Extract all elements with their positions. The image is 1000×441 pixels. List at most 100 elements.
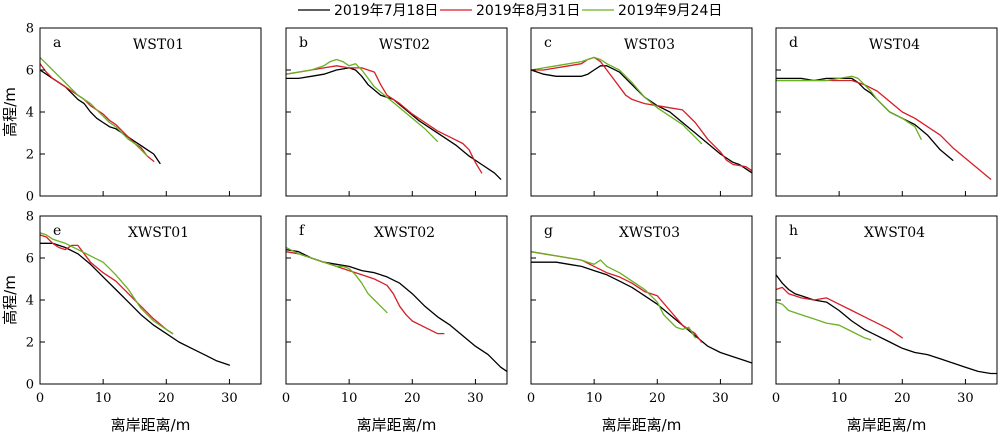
x-tick-label: 10	[341, 391, 358, 406]
x-tick-label: 0	[527, 391, 535, 406]
series-group	[286, 58, 502, 180]
series-line-3	[776, 75, 922, 140]
plot-frame	[775, 27, 998, 197]
y-axis-title: 高程/m	[1, 275, 19, 325]
panel-title: XWST01	[128, 225, 189, 241]
series-line-3	[531, 56, 703, 145]
y-axis-title: 高程/m	[1, 87, 19, 137]
y-tick-label: 6	[26, 64, 34, 79]
series-line-1	[776, 274, 997, 375]
y-tick-label: 8	[26, 210, 34, 225]
x-tick-label: 20	[894, 391, 911, 406]
panel-b: b WST02	[285, 27, 508, 197]
panel-letter: d	[789, 35, 798, 51]
axis-titles: 高程/m 高程/m 离岸距离/m 离岸距离/m 离岸距离/m 离岸距离/m	[1, 87, 926, 434]
series-line-1	[286, 67, 502, 180]
series-line-3	[40, 232, 174, 335]
panel-h: 0 10 20 30 h XWST04	[772, 215, 998, 406]
series-line-1	[531, 65, 752, 174]
series-line-3	[776, 301, 872, 341]
panel-letter: f	[299, 223, 306, 239]
series-group	[40, 56, 161, 165]
series-line-3	[40, 56, 148, 157]
panel-letter: g	[544, 223, 553, 239]
series-line-2	[40, 234, 174, 335]
plot-frame	[530, 215, 753, 385]
x-tick-label: 10	[831, 391, 848, 406]
x-axis-title: 离岸距离/m	[602, 416, 682, 434]
panel-title: WST03	[624, 37, 675, 53]
x-axis-title: 离岸距离/m	[111, 416, 191, 434]
plot-frame	[530, 27, 753, 197]
y-tick-label: 6	[26, 252, 34, 267]
panel-letter: c	[544, 35, 552, 51]
panel-g: 0 10 20 30 g XWST03	[527, 215, 753, 406]
series-line-1	[776, 77, 954, 161]
y-tick-label: 0	[26, 378, 34, 393]
panel-title: XWST02	[374, 225, 435, 241]
series-line-3	[531, 251, 696, 339]
x-tick-label: 10	[95, 391, 112, 406]
x-tick-label: 30	[712, 391, 729, 406]
y-tick-label: 8	[26, 22, 34, 37]
series-group	[286, 246, 507, 373]
x-tick-label: 0	[36, 391, 44, 406]
y-tick-label: 2	[26, 336, 34, 351]
series-line-1	[40, 242, 231, 366]
series-group	[776, 75, 992, 180]
plot-frame	[775, 215, 998, 385]
plot-frame	[285, 27, 508, 197]
series-group	[531, 56, 752, 174]
plot-frame	[39, 27, 262, 197]
panel-letter: e	[53, 223, 61, 239]
panel-f: 0 10 20 30 f XWST02	[282, 215, 508, 406]
x-tick-label: 20	[649, 391, 666, 406]
series-line-2	[776, 79, 992, 180]
panel-title: XWST04	[864, 225, 925, 241]
panel-title: WST01	[133, 37, 184, 53]
legend-label: 2019年8月31日	[476, 3, 580, 19]
x-axis-title: 离岸距离/m	[357, 416, 437, 434]
panel-title: WST04	[869, 37, 920, 53]
y-tick-label: 4	[26, 294, 34, 309]
x-tick-label: 20	[158, 391, 175, 406]
panel-title: XWST03	[619, 225, 680, 241]
x-tick-label: 30	[221, 391, 238, 406]
x-axis-title: 离岸距离/m	[847, 416, 927, 434]
series-line-2	[776, 286, 903, 339]
panel-c: c WST03	[530, 27, 753, 197]
series-line-2	[286, 251, 445, 335]
series-line-2	[531, 56, 752, 172]
panel-letter: a	[53, 35, 61, 51]
legend: 2019年7月18日 2019年8月31日 2019年9月24日	[298, 3, 722, 19]
plot-frame	[39, 215, 262, 385]
x-tick-label: 30	[467, 391, 484, 406]
panel-d: d WST04	[775, 27, 998, 197]
y-tick-label: 0	[26, 190, 34, 205]
x-tick-label: 10	[586, 391, 603, 406]
panel-letter: h	[789, 223, 798, 239]
series-group	[531, 251, 752, 364]
panels: 0 2 4 6 8 a WST01 b WST02 c WST03 d WST04 0 10 20 30 0 2 4 6…	[26, 22, 998, 406]
y-tick-label: 2	[26, 148, 34, 163]
series-line-3	[286, 58, 439, 143]
panel-a: 0 2 4 6 8 a WST01	[26, 22, 262, 205]
series-line-1	[286, 248, 507, 373]
series-group	[776, 274, 997, 375]
series-line-2	[531, 251, 703, 343]
series-line-2	[286, 65, 483, 174]
y-tick-label: 4	[26, 106, 34, 121]
panel-e: 0 10 20 30 0 2 4 6 8 e XWST01	[26, 210, 262, 406]
series-group	[40, 232, 231, 366]
panel-letter: b	[299, 35, 308, 51]
x-tick-label: 0	[282, 391, 290, 406]
x-tick-label: 20	[404, 391, 421, 406]
legend-label: 2019年7月18日	[334, 3, 438, 19]
legend-label: 2019年9月24日	[618, 3, 722, 19]
series-line-1	[531, 261, 752, 364]
series-line-2	[40, 63, 155, 162]
series-line-3	[286, 246, 388, 314]
x-tick-label: 30	[957, 391, 974, 406]
